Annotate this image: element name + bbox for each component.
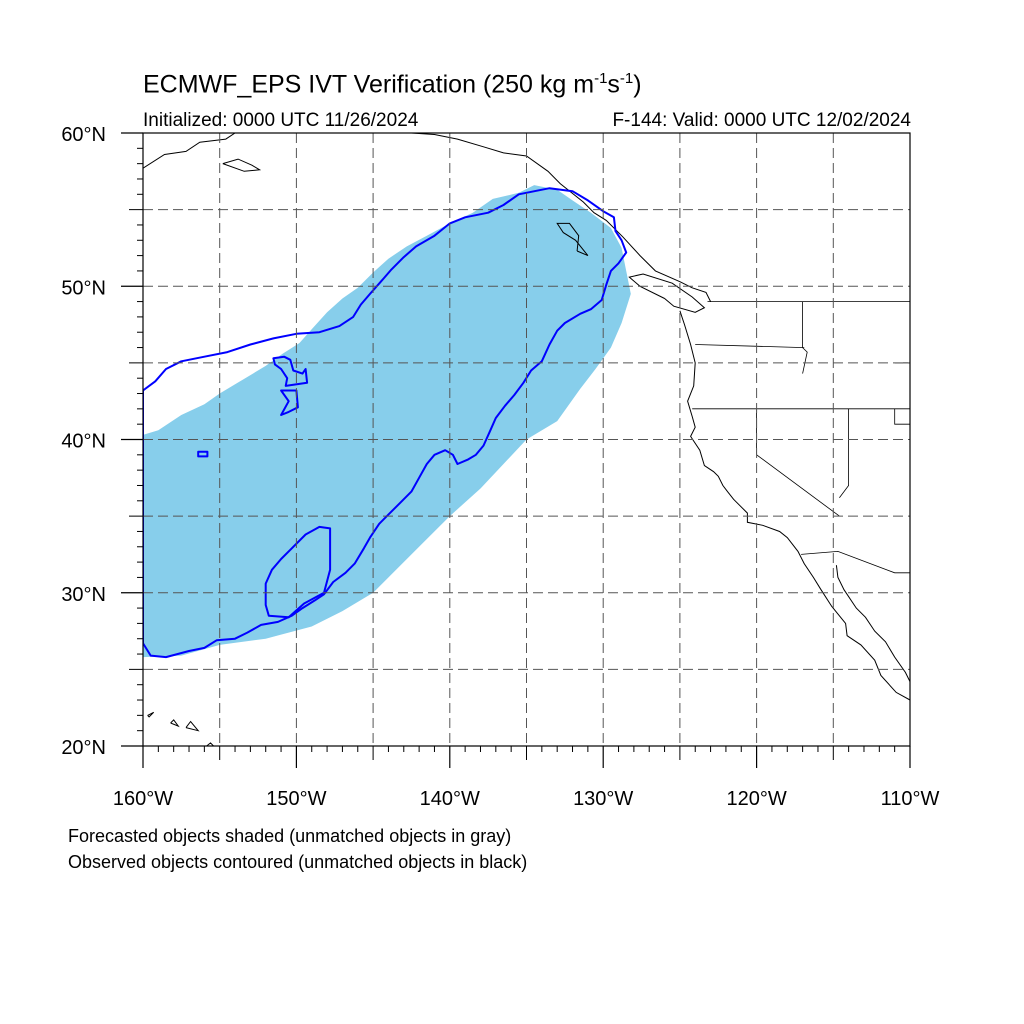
coastline	[185, 720, 200, 732]
title-mid: s	[607, 70, 620, 99]
chart-title: ECMWF_EPS IVT Verification (250 kg m-1s-…	[143, 70, 642, 99]
footnote-forecast: Forecasted objects shaded (unmatched obj…	[68, 826, 512, 846]
lon-tick-label: 110°W	[881, 788, 940, 810]
title-main: ECMWF_EPS IVT Verification (250 kg m	[143, 70, 595, 99]
observed-contour	[197, 450, 209, 458]
lat-tick-label: 50°N	[61, 277, 106, 299]
title-sup-1: -1	[594, 70, 608, 87]
lon-tick-label: 130°W	[573, 788, 633, 810]
forecast-object	[143, 185, 631, 658]
lon-tick-label: 150°W	[266, 788, 326, 810]
coastline	[628, 273, 706, 313]
coastline	[679, 310, 910, 701]
state-border	[801, 550, 910, 574]
coastline	[205, 742, 215, 746]
coastline	[556, 222, 589, 257]
initialized-label: Initialized: 0000 UTC 11/26/2024	[143, 110, 419, 131]
coastline	[411, 133, 712, 302]
lon-tick-label: 140°W	[420, 788, 480, 810]
coastline	[222, 158, 262, 172]
lat-tick-label: 20°N	[61, 737, 106, 759]
state-border	[695, 344, 805, 348]
state-border	[756, 408, 840, 517]
lat-tick-label: 40°N	[61, 431, 106, 453]
lat-tick-label: 30°N	[61, 584, 106, 606]
coastline	[170, 719, 180, 728]
lon-tick-label: 120°W	[726, 788, 786, 810]
title-sup-2: -1	[619, 70, 634, 87]
lon-tick-label: 160°W	[113, 788, 173, 810]
valid-label: F-144: Valid: 0000 UTC 12/02/2024	[612, 110, 911, 131]
footnote-observed: Observed objects contoured (unmatched ob…	[68, 852, 528, 872]
state-border	[839, 408, 849, 498]
coastline	[147, 711, 155, 718]
coastline	[835, 565, 910, 682]
coastline	[143, 133, 236, 169]
lat-tick-label: 60°N	[61, 124, 106, 146]
state-border	[894, 408, 910, 425]
observed-contour	[272, 355, 309, 387]
observed-contour	[264, 525, 332, 619]
title-end: )	[633, 70, 642, 99]
